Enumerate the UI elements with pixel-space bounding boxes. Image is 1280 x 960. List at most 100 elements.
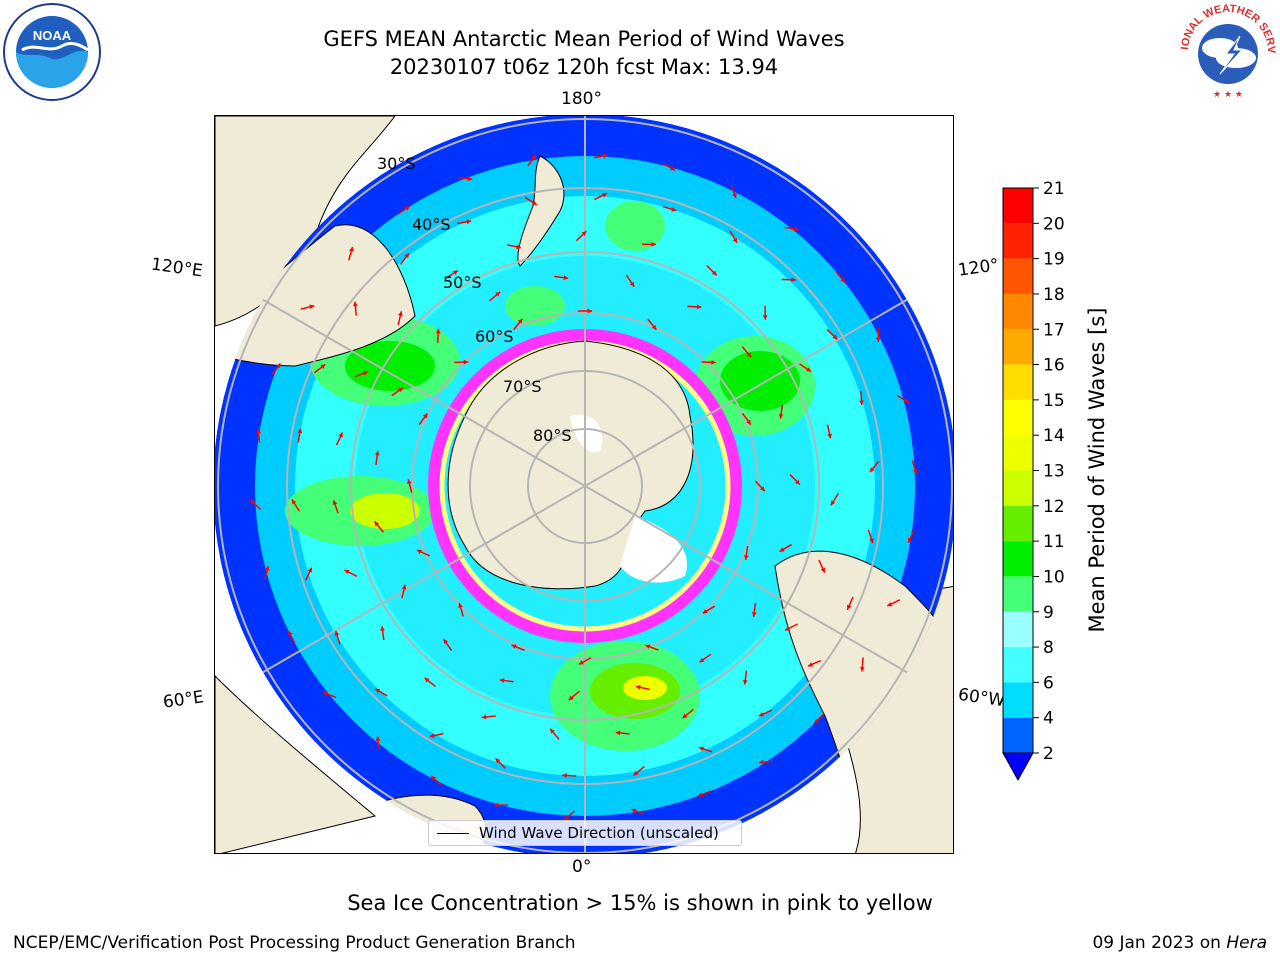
chart-subtitle: 20230107 t06z 120h fcst Max: 13.94 — [389, 55, 779, 79]
colorbar-tick-label: 20 — [1043, 214, 1065, 234]
wind-wave-arrowhead — [362, 371, 368, 376]
map-panel: 30°S 40°S 50°S 60°S 70°S 80°S Wind Wave … — [214, 115, 954, 854]
noaa-logo: NOAA — [3, 3, 101, 101]
wind-wave-arrowhead — [830, 500, 836, 506]
wind-wave-arrowhead — [760, 486, 765, 492]
wind-wave-arrowhead — [758, 712, 764, 717]
wind-wave-arrowhead — [452, 270, 458, 275]
map-svg: 30°S 40°S 50°S 60°S 70°S 80°S — [215, 116, 953, 853]
wind-wave-arrowhead — [699, 746, 704, 752]
colorbar-tick-label: 13 — [1043, 462, 1065, 482]
colorbar-tick-label: 10 — [1043, 567, 1065, 587]
svg-text:★ ★ ★: ★ ★ ★ — [1213, 90, 1243, 100]
colorbar-box — [1003, 329, 1033, 365]
wind-wave-arrowhead — [820, 567, 826, 573]
wind-wave-arrowhead — [696, 304, 702, 310]
wind-wave-arrowhead — [698, 792, 704, 797]
colorbar-box — [1003, 576, 1033, 612]
high-period-patches — [285, 201, 815, 751]
noaa-logo-text: NOAA — [33, 28, 72, 43]
wind-wave-arrowhead — [827, 433, 832, 439]
lat-label-80s: 80°S — [533, 426, 572, 445]
wind-wave-arrowhead — [795, 479, 800, 485]
wind-wave-arrowhead — [422, 413, 428, 419]
colorbar-tick-label: 4 — [1043, 709, 1054, 729]
wind-wave-arrowhead — [732, 237, 738, 243]
wind-wave-arrowhead — [887, 601, 893, 607]
chart-title: GEFS MEAN Antarctic Mean Period of Wind … — [323, 27, 845, 51]
wind-wave-arrowhead — [645, 644, 651, 650]
wind-wave-arrowhead — [859, 666, 865, 672]
wind-wave-arrowhead — [840, 277, 845, 283]
wind-wave-arrowhead — [416, 549, 422, 555]
colorbar-box — [1003, 435, 1033, 471]
wind-wave-arrowhead — [869, 538, 874, 544]
colorbar-tick-label: 14 — [1043, 426, 1065, 446]
wind-wave-arrowhead — [563, 815, 569, 821]
wind-wave-arrowhead — [869, 467, 875, 473]
wind-wave-arrowhead — [404, 206, 410, 211]
wind-wave-arrowhead — [531, 154, 537, 160]
wind-wave-arrowhead — [398, 311, 403, 317]
wind-wave-arrowhead — [746, 352, 752, 358]
wind-wave-arrowhead — [711, 359, 716, 365]
colorbar-box — [1003, 364, 1033, 400]
sea-ice-note: Sea Ice Concentration > 15% is shown in … — [347, 891, 933, 915]
lon-label-120e: 120°E — [149, 254, 204, 282]
wind-wave-arrowhead — [578, 660, 584, 665]
colorbar-box — [1003, 293, 1033, 330]
wind-wave-arrowhead — [467, 176, 473, 182]
wind-wave-arrowhead — [699, 657, 705, 663]
wind-wave-arrowhead — [291, 499, 297, 505]
wind-wave-arrowhead — [631, 808, 637, 814]
wind-wave-arrowhead — [602, 193, 608, 198]
wind-wave-arrowhead — [516, 244, 521, 250]
wind-wave-arrowhead — [751, 612, 757, 617]
wind-wave-arrowhead — [814, 718, 820, 724]
wind-wave-arrowhead — [375, 688, 381, 694]
wind-wave-arrowhead — [602, 153, 608, 159]
colorbar-under-triangle — [1002, 752, 1034, 782]
wind-wave-arrowhead — [568, 695, 574, 701]
credit-date: 09 Jan 2023 on — [1092, 933, 1221, 953]
wind-wave-arrowhead — [581, 231, 587, 236]
credit-left: NCEP/EMC/Verification Post Processing Pr… — [13, 933, 576, 953]
colorbar-ticks: 2 4 6 8 9 10 11 12 13 14 15 16 17 18 19 20 21 — [1033, 180, 1065, 764]
lat-label-50s: 50°S — [443, 273, 482, 292]
wind-wave-arrowhead — [443, 639, 449, 645]
wind-wave-arrowhead — [807, 662, 813, 667]
wind-wave-arrowhead — [256, 428, 261, 434]
legend-label: Wind Wave Direction (unscaled) — [479, 824, 719, 842]
australia-land — [215, 224, 416, 367]
lat-label-60s: 60°S — [475, 327, 514, 346]
colorbar-box — [1003, 223, 1033, 259]
colorbar-box — [1003, 505, 1033, 542]
wind-wave-arrowhead — [682, 713, 688, 719]
wind-wave-arrowhead — [264, 565, 270, 571]
wind-wave-arrowhead — [338, 432, 343, 438]
wind-wave-arrowhead — [374, 521, 380, 527]
wind-wave-arrowhead — [288, 630, 293, 636]
wind-wave-arrowhead — [275, 363, 281, 369]
wind-wave-arrowhead — [562, 773, 567, 778]
graticule — [215, 116, 953, 853]
wind-wave-arrowhead — [322, 691, 328, 697]
colorbar-box — [1003, 258, 1033, 294]
colorbar-tick-label: 21 — [1043, 180, 1065, 199]
colorbar-box — [1003, 188, 1033, 224]
wind-wave-arrowhead — [375, 736, 381, 742]
nws-logo: NATIONAL WEATHER SERVICE ★ ★ ★ — [1178, 2, 1277, 100]
wind-wave-arrowhead — [629, 281, 635, 287]
wind-wave-arrowhead — [633, 770, 639, 776]
lat-label-40s: 40°S — [412, 215, 451, 234]
wind-wave-arrowhead — [550, 728, 555, 734]
colorbar-box — [1003, 399, 1033, 436]
colorbar-boxes — [1002, 187, 1034, 754]
colorbar-tick-label: 9 — [1043, 603, 1054, 623]
wind-wave-arrowhead — [832, 334, 838, 340]
wind-wave-arrowhead — [250, 499, 256, 505]
wind-wave-arrowhead — [297, 428, 303, 434]
wind-wave-arrowhead — [651, 324, 657, 330]
wind-wave-arrowhead — [309, 304, 315, 310]
wind-wave-arrowhead — [746, 419, 751, 425]
